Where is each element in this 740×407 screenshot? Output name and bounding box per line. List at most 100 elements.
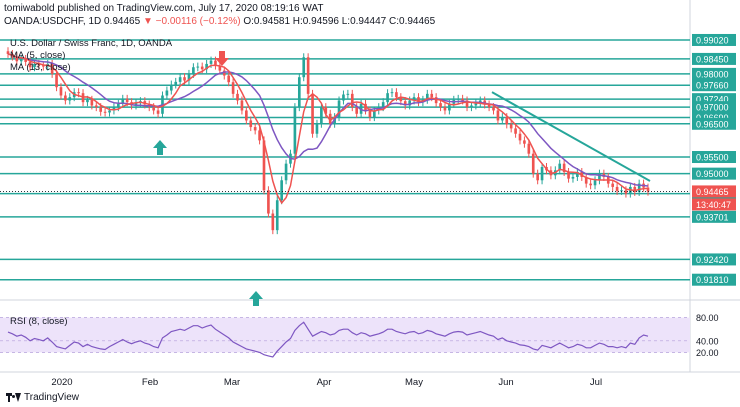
candle-body <box>103 111 107 113</box>
price-tick-label: 0.98000 <box>696 69 729 79</box>
candle-body <box>395 92 398 98</box>
rsi-tick-label: 80.00 <box>696 313 719 323</box>
chart-title: U.S. Dollar / Swiss Franc, 1D, OANDA <box>10 38 173 49</box>
candle <box>262 136 266 195</box>
candle <box>284 159 288 185</box>
candle-body <box>593 180 597 186</box>
candle <box>448 99 451 115</box>
candle-body <box>19 58 23 62</box>
up-arrow-icon <box>249 291 263 306</box>
candle <box>271 209 275 235</box>
candle <box>620 186 623 195</box>
candle <box>293 103 297 158</box>
ma5-legend[interactable]: MA (5, close) <box>10 50 66 61</box>
candle-body <box>306 57 310 94</box>
candle-body <box>403 101 407 106</box>
candle <box>169 80 173 95</box>
candle-body <box>280 180 283 201</box>
candle <box>523 136 526 148</box>
candle-body <box>350 93 354 108</box>
candle-body <box>262 140 266 191</box>
candle-body <box>178 77 182 82</box>
publish-info: tomiwabold published on TradingView.com,… <box>4 2 323 15</box>
time-tick-label: Apr <box>317 377 332 388</box>
candle-body <box>633 186 637 192</box>
candle <box>240 96 244 115</box>
candle-body <box>567 171 570 179</box>
price-change: −0.00116 (−0.12%) <box>155 16 241 27</box>
candle-body <box>37 63 41 66</box>
candle-body <box>456 98 460 100</box>
candle <box>165 86 169 100</box>
candle <box>346 89 350 99</box>
candle <box>121 94 125 108</box>
candle <box>187 69 191 85</box>
candle-body <box>90 99 94 106</box>
candle <box>315 119 319 138</box>
candle <box>562 159 566 176</box>
candle <box>514 124 517 138</box>
price-tick-bg <box>692 33 736 46</box>
candle-body <box>302 57 306 78</box>
candle <box>94 101 98 112</box>
candle-body <box>505 117 509 125</box>
candle-body <box>412 97 416 101</box>
candle-body <box>165 90 169 96</box>
tradingview-logo[interactable]: TradingView <box>6 392 79 403</box>
candle-body <box>240 100 244 111</box>
candle-body <box>492 107 495 111</box>
price-tick-bg <box>692 253 736 266</box>
candle <box>306 53 310 98</box>
candle-body <box>368 110 372 118</box>
candle-body <box>99 107 103 112</box>
time-tick-label: Jul <box>590 377 602 388</box>
ma13-legend[interactable]: MA (13, close) <box>10 62 71 73</box>
tradingview-logo-text: TradingView <box>24 392 80 403</box>
candle <box>249 116 253 132</box>
candle <box>33 59 36 72</box>
candle <box>364 99 367 115</box>
candle <box>417 93 420 107</box>
candle <box>218 61 222 75</box>
price-tick-label: 0.97240 <box>696 95 729 105</box>
candle-body <box>183 77 186 81</box>
candle-body <box>637 183 641 192</box>
candle-body <box>337 100 341 118</box>
candle-body <box>112 107 116 111</box>
candle-body <box>249 120 253 128</box>
candle <box>487 100 491 112</box>
candle-body <box>646 187 650 192</box>
candle-body <box>501 117 504 121</box>
candle-body <box>253 127 257 131</box>
down-arrow-icon <box>215 51 229 66</box>
candle <box>134 99 138 110</box>
candle <box>6 47 10 58</box>
candle-body <box>297 77 301 108</box>
trend-line <box>491 91 651 182</box>
price-tick-bg <box>692 67 736 80</box>
candle <box>342 90 345 105</box>
rsi-line <box>7 321 649 358</box>
candle-body <box>267 190 270 214</box>
price-tick-bg <box>692 117 736 130</box>
candle-body <box>94 105 98 108</box>
candle-body <box>434 97 438 104</box>
symbol-label: OANDA:USDCHF, 1D <box>4 16 102 27</box>
candle-body <box>311 93 314 134</box>
candle-body <box>64 95 67 101</box>
candle-body <box>355 107 359 114</box>
candle-body <box>271 213 275 231</box>
rsi-legend[interactable]: RSI (8, close) <box>10 316 68 327</box>
candle-body <box>571 176 575 179</box>
candle <box>584 172 588 188</box>
candle-body <box>487 104 491 108</box>
candle <box>297 73 301 112</box>
candle-body <box>125 98 129 103</box>
candle-body <box>196 66 200 68</box>
price-tick-label: 0.95000 <box>696 169 729 179</box>
candle <box>245 106 248 125</box>
candle-body <box>174 81 178 85</box>
candle-body <box>28 61 32 68</box>
candle-body <box>284 163 288 181</box>
